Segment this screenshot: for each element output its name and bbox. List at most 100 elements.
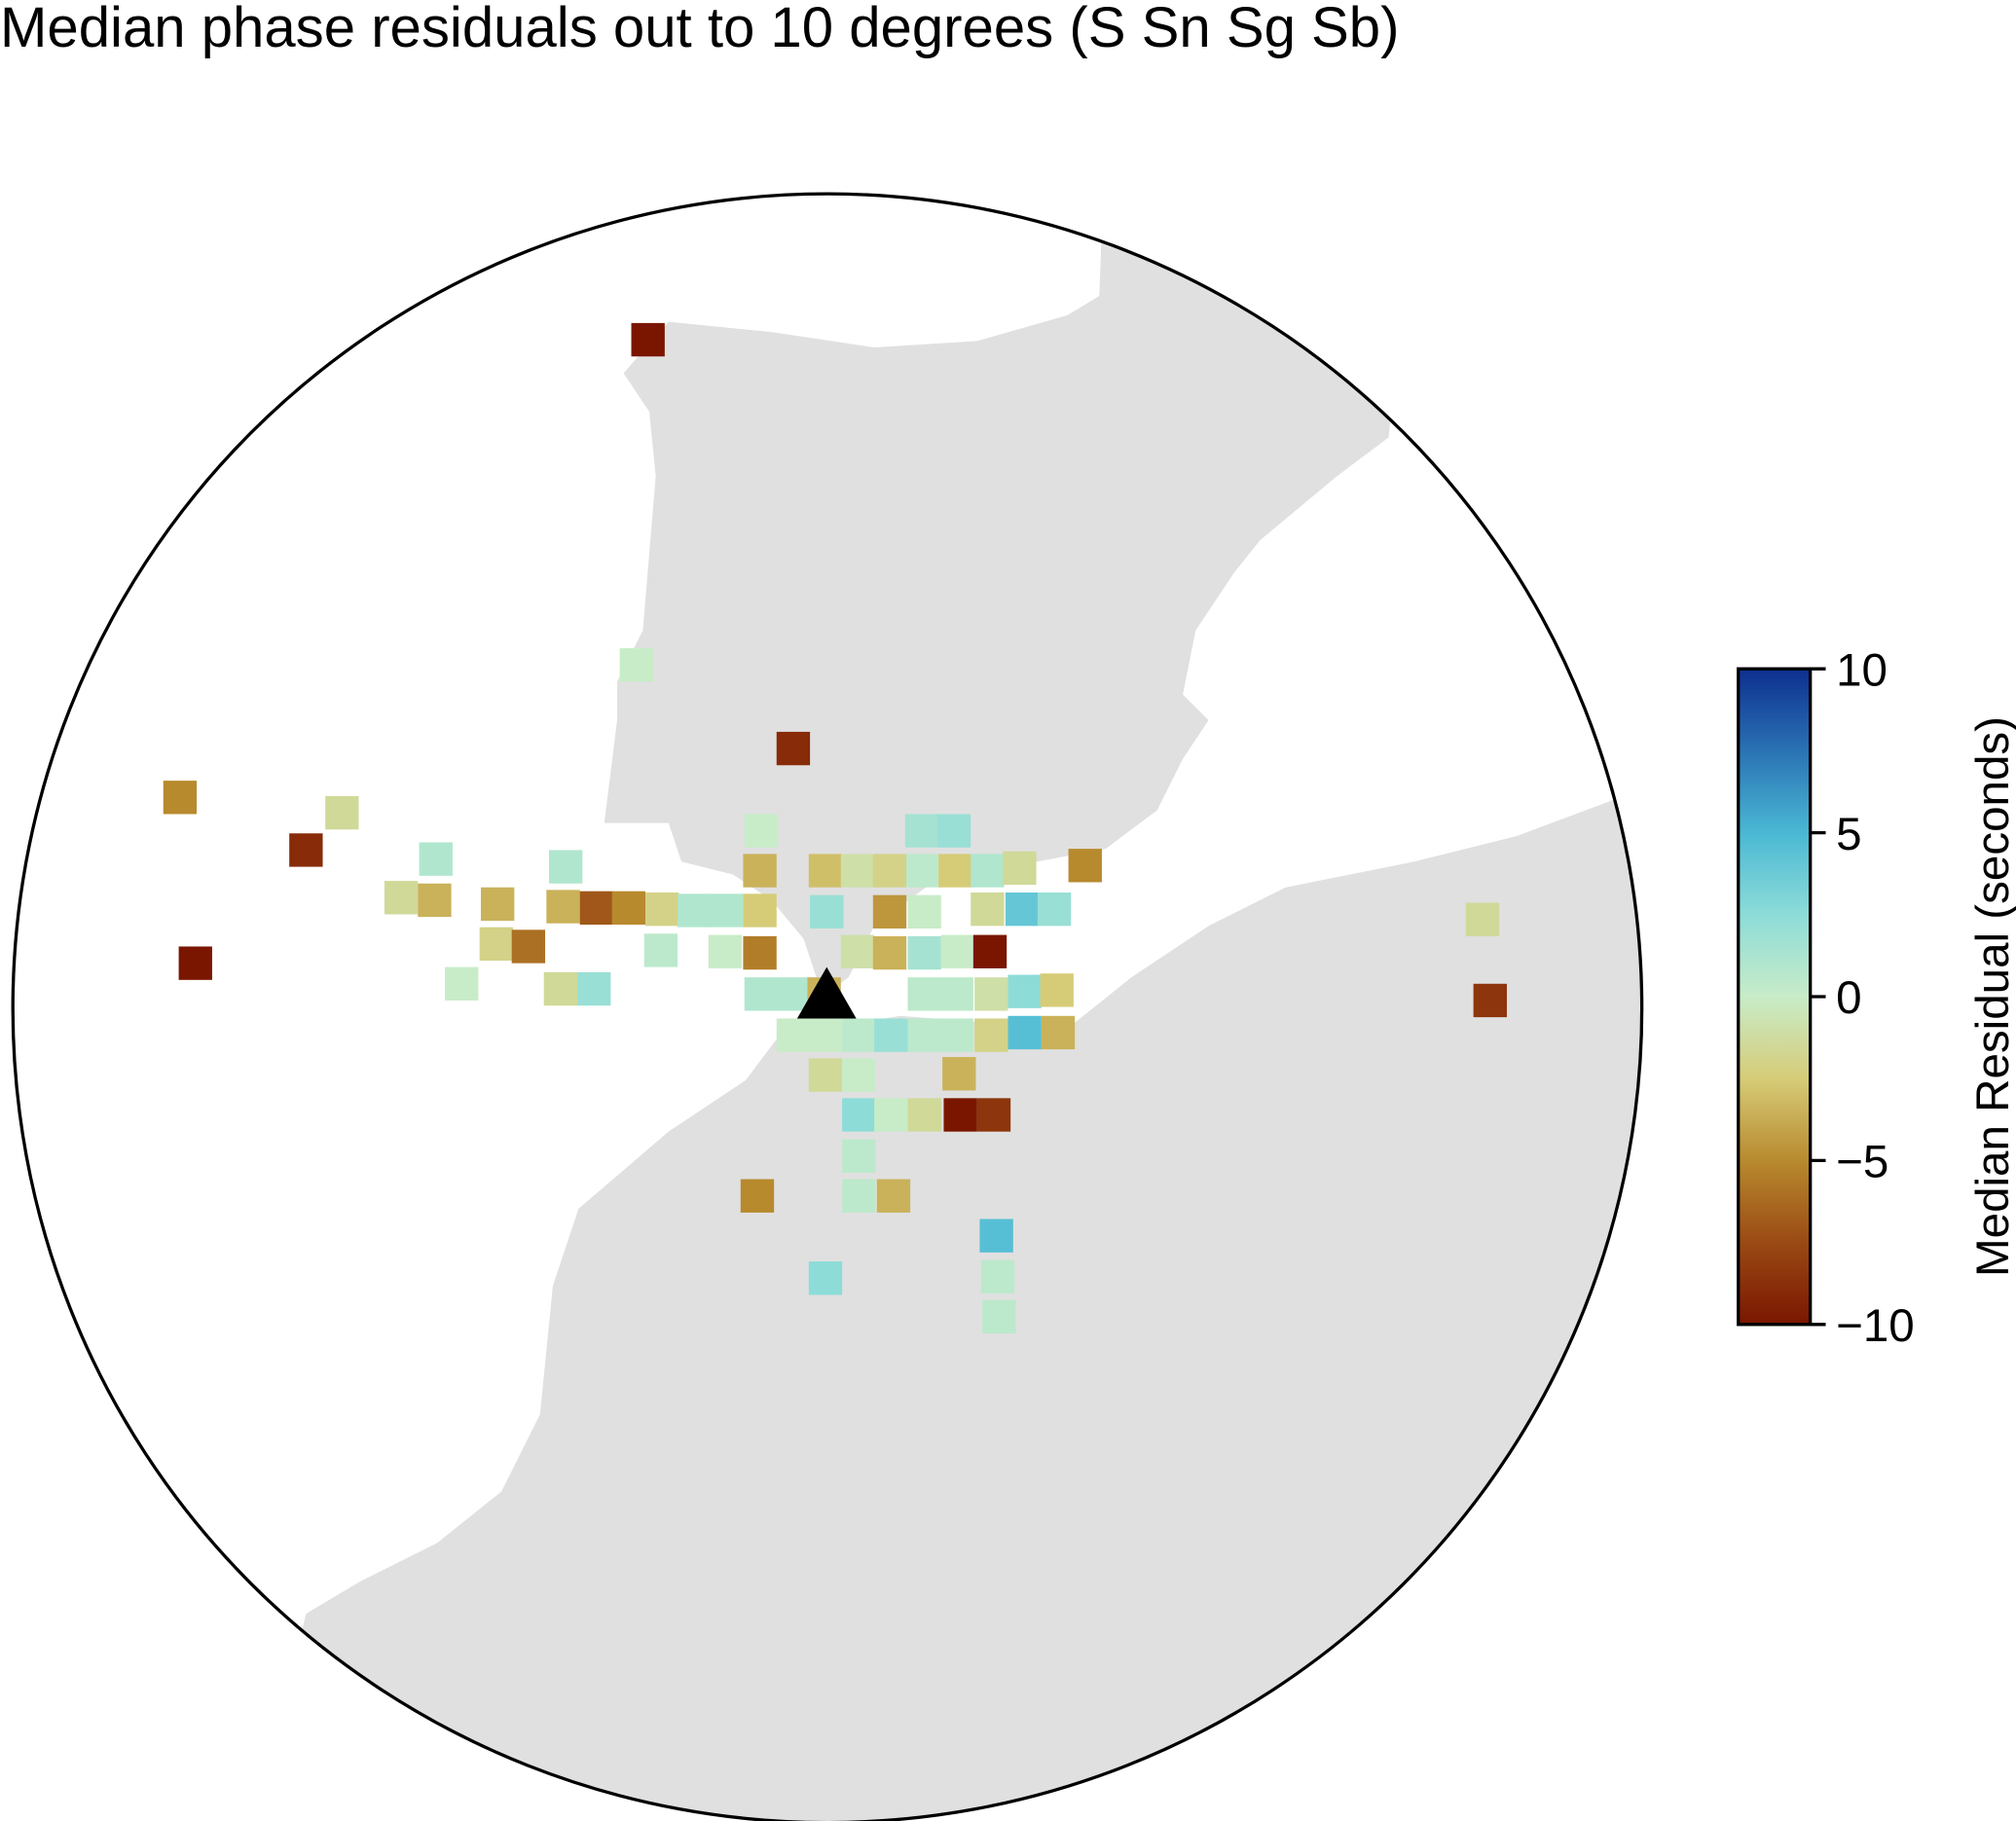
residual-cell xyxy=(419,842,453,876)
residual-cell xyxy=(808,854,843,888)
residual-cell xyxy=(325,795,359,830)
residual-cell xyxy=(480,887,515,922)
residual-cell xyxy=(872,935,907,970)
station xyxy=(796,966,857,1019)
residual-cell xyxy=(1473,983,1507,1018)
residual-cell xyxy=(678,893,712,928)
residual-cell xyxy=(940,934,975,968)
residual-cell xyxy=(643,933,678,967)
residual-cell xyxy=(384,881,419,915)
residual-cell xyxy=(1037,892,1072,927)
africa xyxy=(257,797,1642,1821)
residual-cell xyxy=(1465,902,1500,936)
residual-cell xyxy=(546,890,580,924)
residual-cell xyxy=(842,1179,876,1213)
residual-cell xyxy=(943,1098,977,1132)
cells xyxy=(163,322,1507,1334)
residual-cell xyxy=(1068,849,1102,883)
residual-cell xyxy=(842,1018,876,1052)
residual-cell xyxy=(1005,892,1040,927)
residual-cell xyxy=(740,1179,775,1213)
residual-cell xyxy=(874,1098,908,1132)
residual-cell xyxy=(178,946,212,980)
residual-cell xyxy=(776,977,811,1011)
residual-cell xyxy=(840,934,875,968)
residual-cell xyxy=(577,971,611,1006)
residual-cell xyxy=(906,854,940,888)
colorbar-tick-label: 0 xyxy=(1836,972,1861,1024)
residual-cell xyxy=(444,966,479,1001)
residual-cell xyxy=(1008,974,1042,1008)
colorbar-label: Median Residual (seconds) xyxy=(1967,716,2016,1277)
land xyxy=(257,194,1642,1821)
residual-cell xyxy=(743,854,777,888)
residual-cell xyxy=(543,971,578,1006)
residual-cell xyxy=(974,977,1008,1011)
colorbar-tick-label: 5 xyxy=(1836,809,1861,860)
residual-cell xyxy=(1041,1015,1076,1050)
residual-cell xyxy=(776,1018,811,1052)
residual-cell xyxy=(872,894,907,929)
residual-cell xyxy=(979,1219,1013,1253)
colorbar-tick-label: −10 xyxy=(1836,1300,1915,1352)
residual-cell xyxy=(710,893,744,928)
iberia xyxy=(604,194,1414,997)
residual-cell xyxy=(907,894,941,929)
colorbar-axis: 10 5 0 −5 −10 xyxy=(1810,644,1915,1352)
colorbar-tick-label: 10 xyxy=(1836,644,1888,696)
residual-cell xyxy=(708,934,743,968)
title: Median phase residuals out to 10 degrees… xyxy=(0,0,1399,59)
residual-cell xyxy=(907,977,941,1011)
residual-cell xyxy=(971,854,1005,888)
residual-cell xyxy=(776,731,811,766)
residual-cell xyxy=(904,814,939,848)
residual-cell xyxy=(942,1057,976,1091)
residual-cell xyxy=(907,1098,941,1132)
residual-cell xyxy=(743,935,777,970)
residual-cell xyxy=(163,781,198,815)
residual-cell xyxy=(876,1179,911,1213)
residual-cell xyxy=(1040,973,1074,1007)
residual-cell xyxy=(842,1098,876,1132)
residual-cell xyxy=(579,891,614,926)
colorbar xyxy=(1737,667,1813,1327)
residual-cell xyxy=(840,854,875,888)
residual-cell xyxy=(936,814,971,848)
residual-cell xyxy=(808,1058,843,1092)
residual-cell xyxy=(907,935,941,970)
residual-cell xyxy=(874,1018,908,1052)
residual-cell xyxy=(631,322,665,357)
residual-cell xyxy=(974,1018,1008,1052)
residual-cell xyxy=(1003,851,1037,886)
residual-cell xyxy=(808,1018,843,1052)
residual-cell xyxy=(418,883,452,918)
residual-cell xyxy=(619,648,653,682)
residual-cell xyxy=(744,977,779,1011)
residual-cell xyxy=(938,854,972,888)
residual-cell xyxy=(810,894,844,929)
residual-cell xyxy=(289,833,323,867)
residual-cell xyxy=(976,1098,1011,1132)
residual-cell xyxy=(511,929,546,964)
residual-cell xyxy=(479,927,513,962)
residual-cell xyxy=(611,891,646,926)
colorbar-tick-label: −5 xyxy=(1836,1137,1888,1188)
residual-cell xyxy=(972,934,1008,968)
residual-cell xyxy=(743,893,777,928)
residual-cell xyxy=(907,1018,941,1052)
residual-cell xyxy=(1008,1015,1042,1050)
residual-cell xyxy=(548,850,583,884)
residual-cell xyxy=(939,977,973,1011)
residual-cell xyxy=(645,892,679,927)
residual-cell xyxy=(808,1261,843,1295)
residual-cell xyxy=(980,1259,1015,1294)
residual-cell xyxy=(744,814,779,848)
residual-cell xyxy=(939,1018,973,1052)
residual-cell xyxy=(982,1299,1016,1334)
residual-cell xyxy=(971,892,1005,927)
residual-cell xyxy=(872,854,907,888)
residual-cell xyxy=(842,1139,876,1173)
map-frame xyxy=(11,192,1644,1821)
